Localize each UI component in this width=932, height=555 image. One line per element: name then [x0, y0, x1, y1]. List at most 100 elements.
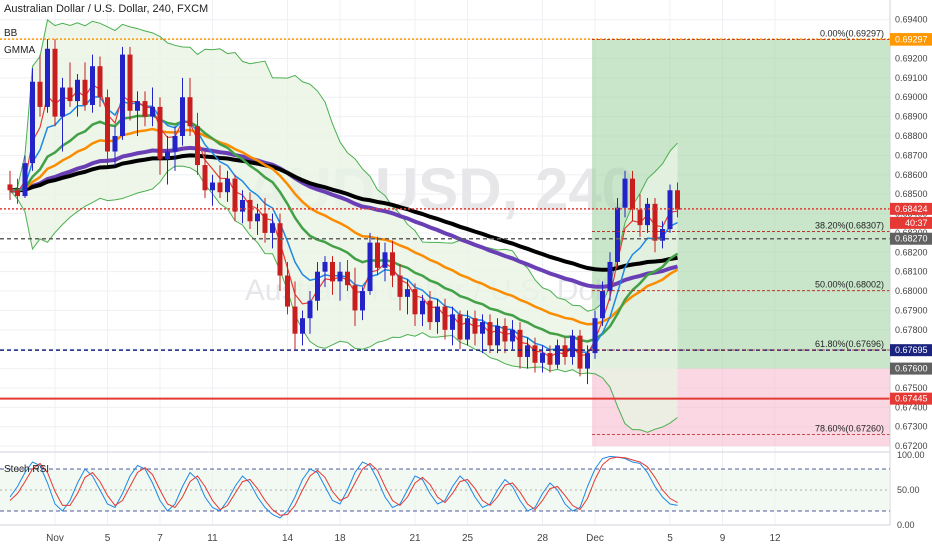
candle-body: [67, 87, 73, 102]
price-tick-label: 0.68100: [895, 267, 928, 277]
price-axis-bg: [890, 0, 932, 550]
candle-body: [210, 182, 215, 191]
candle-body: [442, 306, 448, 330]
price-tick-label: 0.67300: [895, 422, 928, 432]
price-tick-label: 0.69200: [895, 53, 928, 63]
candle-body: [22, 163, 28, 197]
price-tick-label: 0.69400: [895, 15, 928, 25]
price-tick-label: 0.69000: [895, 92, 928, 102]
candle-body: [157, 106, 163, 160]
candle-body: [382, 252, 388, 268]
price-tick-label: 0.68900: [895, 112, 928, 122]
candle-body: [82, 79, 88, 105]
candle-body: [360, 291, 365, 311]
time-tick-label: 14: [282, 533, 294, 544]
candle-body: [585, 353, 590, 369]
candle-body: [457, 314, 463, 340]
price-tick-label: 0.69100: [895, 73, 928, 83]
price-tag: [890, 202, 932, 215]
candle-body: [637, 209, 643, 226]
candle-body: [600, 291, 605, 319]
stoch-plot-group: [0, 455, 890, 519]
candle-body: [630, 178, 635, 210]
ema-black: [9, 153, 678, 272]
candle-body: [75, 79, 80, 102]
candle-body: [525, 345, 530, 357]
candle-body: [270, 223, 275, 233]
fib-label: 0.00%(0.69297): [820, 29, 884, 39]
price-tick-label: 0.67500: [895, 383, 928, 393]
price-tag-label: 0.69297: [895, 35, 928, 45]
price-tick-label: 0.67200: [895, 441, 928, 451]
candle-body: [615, 207, 620, 262]
fib-label: 38.20%(0.68307): [815, 221, 884, 231]
candle-body: [127, 54, 133, 111]
time-tick-label: Dec: [586, 533, 604, 544]
time-tick-label: 9: [720, 533, 726, 544]
candle-body: [187, 97, 193, 127]
candle-body: [577, 335, 583, 369]
candle-body: [405, 289, 410, 297]
price-tag: [890, 232, 932, 245]
bollinger-lower: [9, 165, 678, 433]
ema-orange: [9, 127, 679, 326]
candle-body: [217, 182, 223, 193]
candle-body: [562, 345, 568, 357]
candle-body: [345, 271, 350, 286]
candle-body: [45, 48, 50, 107]
stoch-series-line: [9, 456, 678, 516]
candle-body: [135, 101, 140, 111]
candle-body: [435, 306, 440, 323]
candle-body: [172, 135, 178, 152]
candle-body: [472, 318, 478, 334]
candle-body: [330, 261, 335, 282]
candle-body: [607, 261, 613, 292]
price-tag-label: 0.67445: [895, 394, 928, 404]
candle-body: [247, 199, 253, 222]
candle-body: [262, 213, 268, 233]
candle-body: [240, 199, 245, 212]
candle-body: [480, 322, 485, 334]
stoch-rsi-label: Stoch RSI: [4, 464, 50, 475]
candle-body: [150, 106, 155, 117]
candle-body: [465, 318, 470, 340]
candle-body: [427, 300, 433, 323]
ema-purple: [9, 145, 678, 289]
stoch-tick-label: 100.00: [897, 450, 925, 460]
fib-label: 61.80%(0.67696): [815, 339, 884, 349]
chart-title: Australian Dollar / U.S. Dollar, 240, FX…: [4, 3, 209, 15]
stoch-tick-label: 0.00: [897, 520, 915, 530]
candle-body: [502, 325, 508, 342]
price-tick-label: 0.68500: [895, 189, 928, 199]
price-tag: [890, 392, 932, 405]
price-tick-label: 0.68700: [895, 150, 928, 160]
candle-body: [510, 329, 515, 342]
candle-body: [420, 300, 425, 315]
price-tag: [890, 33, 932, 46]
candle-body: [570, 335, 575, 357]
candle-body: [112, 135, 118, 152]
countdown-label: 40:37: [905, 218, 928, 228]
price-tick-label: 0.68600: [895, 170, 928, 180]
candle-body: [15, 190, 20, 197]
candle-body: [412, 289, 418, 315]
candle-body: [300, 318, 305, 334]
price-tag: [890, 344, 932, 357]
fib-label: 78.60%(0.67260): [815, 423, 884, 433]
candle-body: [255, 213, 260, 222]
main-plot-group: [7, 19, 680, 433]
stoch-tick-label: 50.00: [897, 485, 920, 495]
candle-body: [675, 190, 680, 210]
candle-body: [390, 252, 395, 276]
candle-body: [352, 285, 358, 311]
candle-body: [105, 97, 110, 152]
candle-body: [645, 203, 650, 226]
candle-body: [285, 275, 290, 307]
candle-body: [547, 353, 553, 365]
candle-body: [495, 325, 500, 346]
candle-body: [90, 66, 95, 105]
candle-body: [307, 300, 313, 319]
candle-body: [202, 165, 208, 191]
time-tick-label: 18: [334, 533, 346, 544]
candle-body: [225, 178, 230, 193]
